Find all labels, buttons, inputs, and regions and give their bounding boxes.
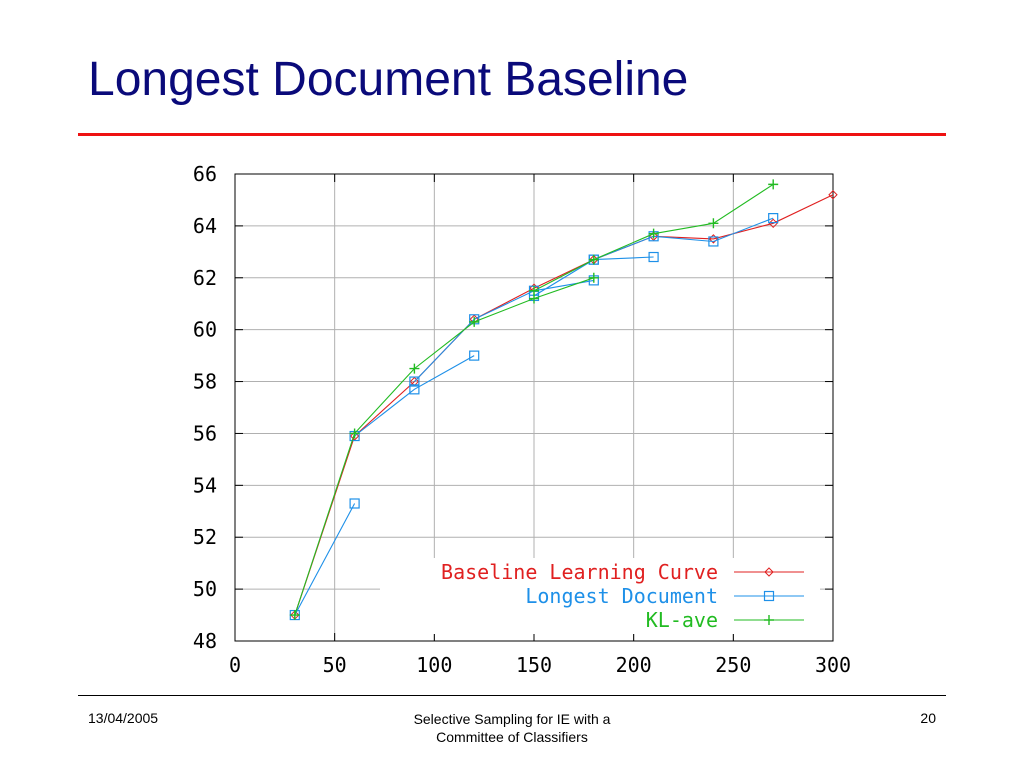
legend-label: Baseline Learning Curve xyxy=(441,560,718,584)
footer-date: 13/04/2005 xyxy=(88,710,159,726)
y-tick-label: 50 xyxy=(193,577,217,601)
x-tick-label: 300 xyxy=(815,653,851,677)
y-tick-label: 62 xyxy=(193,266,217,290)
square-marker xyxy=(763,590,775,602)
square-marker xyxy=(349,498,360,509)
diamond-marker xyxy=(764,567,774,577)
slide-title: Longest Document Baseline xyxy=(88,53,689,106)
x-tick-label: 0 xyxy=(229,653,241,677)
y-tick-label: 58 xyxy=(193,370,217,394)
plus-marker xyxy=(289,610,300,621)
plus-marker xyxy=(349,428,360,439)
y-tick-label: 52 xyxy=(193,525,217,549)
plus-marker xyxy=(588,254,599,265)
plus-marker xyxy=(469,316,480,327)
page-number: 20 xyxy=(920,710,936,726)
x-tick-label: 150 xyxy=(516,653,552,677)
footer-title-line-2: Committee of Classifiers xyxy=(436,729,588,745)
footer-title-line-1: Selective Sampling for IE with a xyxy=(413,711,611,727)
series-line xyxy=(294,194,834,616)
x-tick-label: 200 xyxy=(616,653,652,677)
y-tick-label: 64 xyxy=(193,214,217,238)
square-marker xyxy=(469,350,480,361)
y-tick-label: 56 xyxy=(193,421,217,445)
plus-marker xyxy=(409,363,420,374)
square-marker xyxy=(768,213,779,224)
diamond-marker xyxy=(768,218,778,229)
plus-marker xyxy=(648,228,659,239)
y-tick-label: 66 xyxy=(193,162,217,186)
x-tick-label: 250 xyxy=(715,653,751,677)
legend-label: Longest Document xyxy=(525,584,718,608)
plus-marker xyxy=(529,285,539,296)
series-1 xyxy=(290,190,838,620)
title-rule xyxy=(78,133,946,136)
square-marker xyxy=(409,384,420,395)
series-3 xyxy=(289,179,779,621)
y-tick-label: 60 xyxy=(193,318,217,342)
square-marker xyxy=(708,236,719,247)
y-tick-label: 48 xyxy=(193,629,217,653)
footer-title: Selective Sampling for IE with a Committ… xyxy=(362,710,662,746)
legend-label: KL-ave xyxy=(646,608,718,632)
y-tick-label: 54 xyxy=(193,473,217,497)
diamond-marker xyxy=(828,190,838,200)
plus-marker xyxy=(588,272,599,283)
square-marker xyxy=(409,376,420,387)
plus-marker xyxy=(764,615,774,625)
plus-marker xyxy=(708,218,719,229)
x-tick-label: 100 xyxy=(416,653,452,677)
x-tick-label: 50 xyxy=(323,653,347,677)
square-marker xyxy=(648,251,659,263)
plus-marker xyxy=(768,179,779,190)
footer-rule xyxy=(78,695,946,696)
series-line xyxy=(294,217,774,616)
